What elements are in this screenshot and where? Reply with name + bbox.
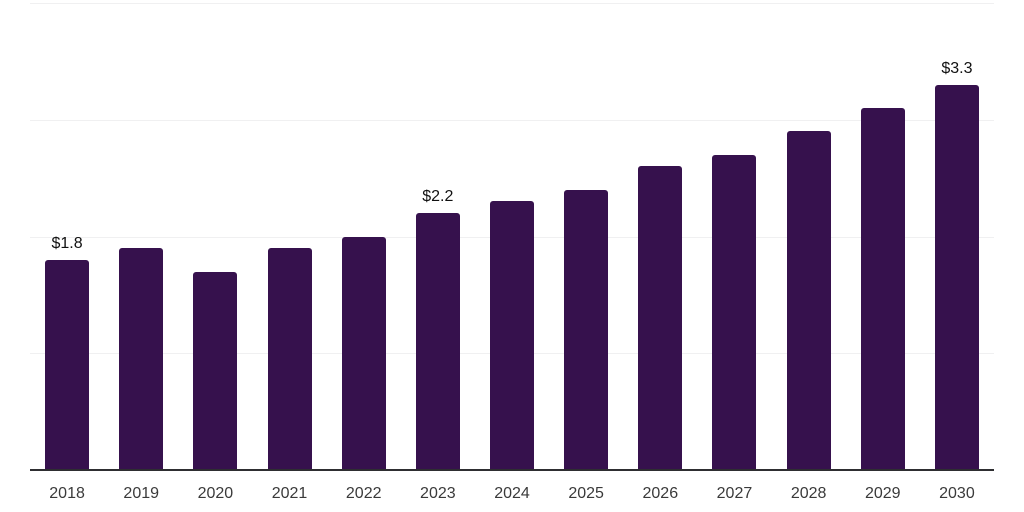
bar-band-2027 xyxy=(697,3,771,470)
bar-2021 xyxy=(267,248,312,470)
x-tick-label-2027: 2027 xyxy=(716,485,753,502)
x-axis-line xyxy=(30,469,994,471)
bar-2025 xyxy=(564,189,609,470)
x-tick-label-2029: 2029 xyxy=(864,485,901,502)
x-tick-label-2025: 2025 xyxy=(568,485,604,502)
bar-band-2018: $1.8 xyxy=(30,3,104,470)
gridline-4 xyxy=(30,3,994,4)
bar-2023 xyxy=(415,213,460,470)
x-tick-label-2030: 2030 xyxy=(939,485,975,502)
bar-band-2025 xyxy=(549,3,623,470)
bar-2024 xyxy=(489,201,534,470)
bar-2027 xyxy=(712,154,757,470)
x-tick-label-2024: 2024 xyxy=(494,485,530,502)
bar-band-2019 xyxy=(104,3,178,470)
plot-area: $1.8 $2.2 $3.3 xyxy=(30,3,994,471)
bar-band-2029 xyxy=(846,3,920,470)
bar-value-label-2018: $1.8 xyxy=(51,234,83,252)
bar-2022 xyxy=(341,236,386,470)
bar-band-2030: $3.3 xyxy=(920,3,994,470)
bar-2030 xyxy=(934,84,979,470)
bar-band-2022 xyxy=(327,3,401,470)
bar-2026 xyxy=(638,166,683,470)
bar-2018 xyxy=(45,259,90,470)
x-tick-label-2020: 2020 xyxy=(197,485,234,502)
bar-band-2020 xyxy=(178,3,252,470)
bar-band-2024 xyxy=(475,3,549,470)
gridline-3 xyxy=(30,119,994,121)
x-tick-label-2026: 2026 xyxy=(642,485,679,502)
bar-value-label-2023: $2.2 xyxy=(422,188,454,206)
bar-band-2026 xyxy=(623,3,697,470)
bar-2028 xyxy=(786,131,831,470)
x-tick-label-2022: 2022 xyxy=(345,485,382,502)
bar-2019 xyxy=(119,248,164,470)
x-tick-label-2019: 2019 xyxy=(123,485,160,502)
x-tick-label-2021: 2021 xyxy=(271,485,308,502)
bar-band-2023: $2.2 xyxy=(401,3,475,470)
x-tick-label-2018: 2018 xyxy=(49,485,85,502)
x-tick-label-2023: 2023 xyxy=(420,485,456,502)
bar-value-label-2030: $3.3 xyxy=(941,59,973,77)
x-tick-label-2028: 2028 xyxy=(790,485,827,502)
bar-band-2028 xyxy=(772,3,846,470)
bar-band-2021 xyxy=(252,3,326,470)
bar-2029 xyxy=(860,108,905,470)
bar-2020 xyxy=(193,271,238,470)
